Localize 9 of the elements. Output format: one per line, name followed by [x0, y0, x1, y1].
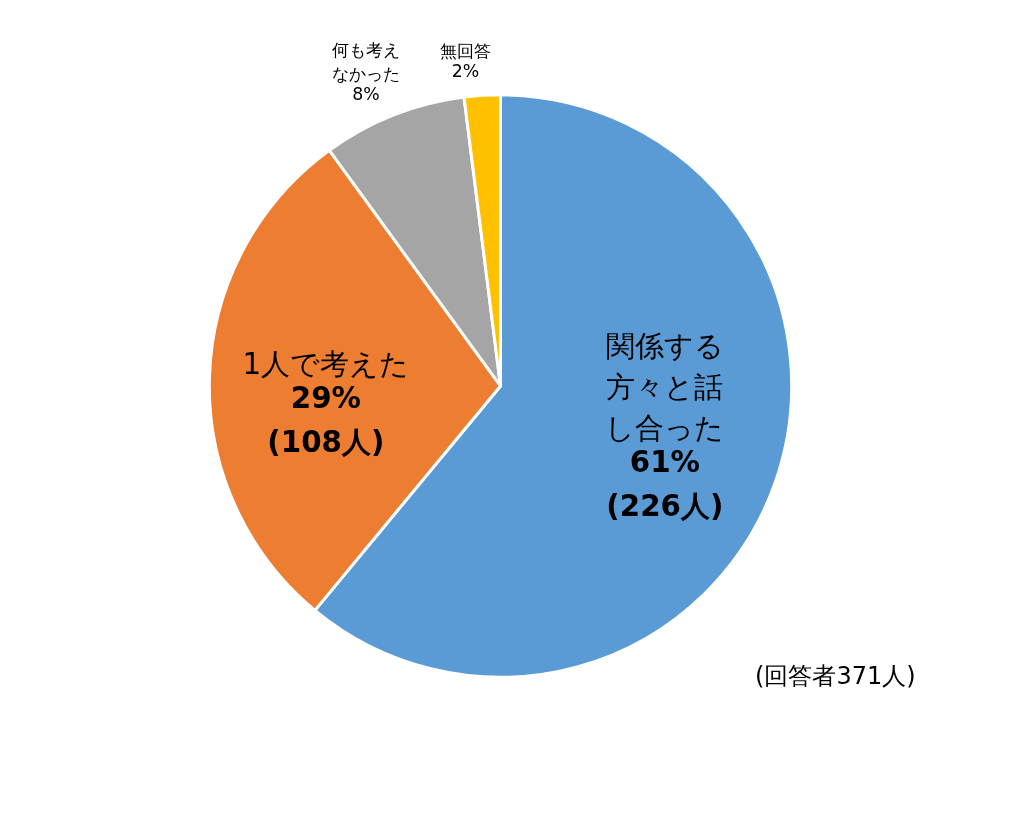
data-label: 2% [451, 61, 480, 82]
slice-label: 何も考えなかった [331, 39, 400, 84]
slice-label: 1人で考えた [242, 346, 410, 381]
data-label: 61% (226人) [606, 445, 724, 524]
data-label: 8% [352, 83, 380, 104]
slice-label: 無回答 [439, 41, 491, 62]
text: (回答者371人) [755, 662, 916, 691]
slice-label: 関係する方々と話し合った [605, 329, 725, 446]
data-label: 29% (108人) [267, 380, 385, 459]
